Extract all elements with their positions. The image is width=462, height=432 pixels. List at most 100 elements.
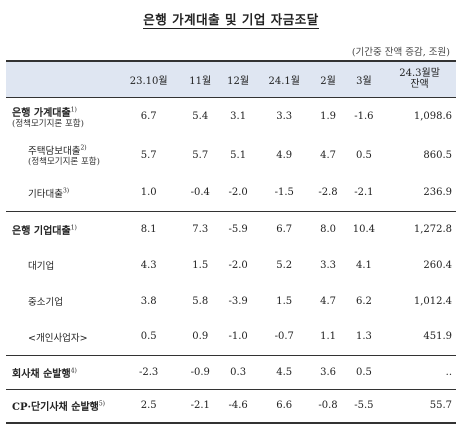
cell-balance: ..: [383, 355, 456, 390]
cell: 4.5: [257, 355, 312, 390]
cell: -2.3: [116, 355, 182, 390]
cell: -5.5: [344, 389, 384, 424]
table-row: 회사채 순발행4) -2.3 -0.9 0.3 4.5 3.6 0.5 ..: [6, 355, 456, 390]
table-row: 기타대출3) 1.0 -0.4 -2.0 -1.5 -2.8 -2.1 236.…: [6, 175, 456, 212]
cell: 4.7: [320, 149, 336, 161]
header-col-4: 24.1월: [257, 60, 312, 98]
row-label: 주택담보대출2) (정책모기지론 포함): [6, 135, 116, 175]
cell: -2.0: [228, 259, 248, 271]
cell: -0.8: [311, 389, 345, 424]
cell: 0.5: [355, 149, 372, 161]
cell: 8.1: [140, 223, 157, 235]
loan-table: 23.10월 11월 12월 24.1월 2월 3월 24.3월말 잔액 은행 …: [6, 60, 456, 424]
cell: 8.0: [320, 223, 336, 235]
cell: 0.9: [181, 319, 220, 356]
cell: 1.5: [192, 259, 209, 271]
table-row: 은행 가계대출1) (정책모기지론 포함) 6.7 5.4 3.1 3.3 1.…: [6, 97, 456, 135]
cell: 0.5: [116, 319, 182, 356]
row-label: 중소기업: [6, 283, 116, 319]
cell: 3.3: [276, 110, 293, 122]
cell-balance: 1,098.6: [413, 110, 452, 122]
header-col-1: 23.10월: [116, 60, 182, 98]
cell: 5.2: [276, 259, 293, 271]
row-label-text: 중소기업: [28, 297, 63, 308]
cell: 3.8: [140, 295, 157, 307]
table-row: 중소기업 3.8 5.8 -3.9 1.5 4.7 6.2 1,012.4: [6, 283, 456, 319]
cell: -2.0: [219, 175, 258, 212]
row-label: 은행 기업대출1): [6, 211, 116, 247]
cell: -1.0: [219, 319, 258, 356]
cell: 2.5: [116, 389, 182, 424]
cell: 10.4: [352, 223, 376, 235]
table-row: 은행 기업대출1) 8.1 7.3 -5.9 6.7 8.0 10.4 1,27…: [6, 211, 456, 247]
footnote-mark: 4): [70, 367, 77, 375]
row-label-text: <개인사업자>: [28, 332, 88, 344]
table-row: <개인사업자> 0.5 0.9 -1.0 -0.7 1.1 1.3 451.9: [6, 319, 456, 356]
header-balance-line2: 잔액: [410, 79, 429, 91]
row-label-text: 은행 기업대출: [12, 225, 71, 237]
cell: 1.9: [320, 110, 336, 122]
header-col-6: 3월: [344, 60, 384, 98]
table-row: 주택담보대출2) (정책모기지론 포함) 5.7 5.7 5.1 4.9 4.7…: [6, 135, 456, 175]
footnote-mark: 3): [62, 187, 70, 195]
page-title: 은행 가계대출 및 기업 자금조달: [0, 9, 462, 29]
cell: 4.9: [276, 149, 293, 161]
cell: -0.4: [181, 175, 220, 212]
cell: 1.0: [116, 175, 182, 212]
row-label: 은행 가계대출1) (정책모기지론 포함): [6, 97, 116, 135]
cell: 1.3: [344, 319, 384, 356]
page-title-text: 은행 가계대출 및 기업 자금조달: [143, 12, 319, 29]
cell: 0.3: [219, 355, 258, 390]
row-label-text: 은행 가계대출: [12, 107, 71, 119]
cell: 6.6: [257, 389, 312, 424]
cell: 6.7: [140, 110, 157, 122]
cell: 5.4: [192, 110, 209, 122]
unit-note: (기간중 잔액 증감, 조원): [351, 47, 450, 58]
cell-balance: 260.4: [423, 259, 452, 271]
cell: 3.3: [320, 259, 336, 271]
cell: -2.1: [181, 389, 220, 424]
cell: -1.5: [257, 175, 312, 212]
cell: -3.9: [228, 295, 248, 307]
cell: 7.3: [192, 223, 209, 235]
row-label-text: 기타대출: [28, 188, 63, 200]
cell-balance: 451.9: [383, 319, 456, 356]
row-label: 대기업: [6, 247, 116, 283]
cell: 5.1: [230, 149, 247, 161]
row-label: CP·단기사채 순발행5): [6, 389, 116, 424]
cell: 1.1: [311, 319, 345, 356]
cell: -0.9: [181, 355, 220, 390]
cell-balance: 55.7: [383, 389, 456, 424]
footnote-mark: 2): [80, 144, 87, 152]
row-label-text: 대기업: [28, 261, 55, 272]
header-col-3: 12월: [219, 60, 258, 98]
header-corner: [6, 60, 116, 98]
row-label: 기타대출3): [6, 175, 116, 212]
header-col-5: 2월: [311, 60, 345, 98]
cell: -5.9: [228, 223, 248, 235]
table-header-row: 23.10월 11월 12월 24.1월 2월 3월 24.3월말 잔액: [6, 60, 456, 98]
header-balance-line1: 24.3월말: [399, 68, 440, 80]
header-col-2: 11월: [181, 60, 220, 98]
cell: 6.7: [276, 223, 293, 235]
row-note: (정책모기지론 포함): [28, 157, 100, 167]
cell: 0.5: [344, 355, 384, 390]
cell-balance: 236.9: [383, 175, 456, 212]
cell: 3.6: [311, 355, 345, 390]
row-label-text: CP·단기사채 순발행: [12, 402, 99, 414]
cell: 5.7: [192, 149, 209, 161]
row-label: <개인사업자>: [6, 319, 116, 356]
cell: -2.8: [311, 175, 345, 212]
footnote-mark: 5): [98, 400, 106, 408]
header-col-balance: 24.3월말 잔액: [383, 60, 456, 98]
cell: -1.6: [354, 110, 374, 122]
cell-balance: 1,012.4: [413, 295, 452, 307]
cell: -4.6: [219, 389, 258, 424]
cell: -0.7: [257, 319, 312, 356]
row-label: 회사채 순발행4): [6, 355, 116, 390]
cell: -2.1: [344, 175, 384, 212]
cell-balance: 860.5: [423, 149, 452, 161]
cell: 4.3: [140, 259, 157, 271]
footnote-mark: 1): [70, 224, 77, 232]
row-note: (정책모기지론 포함): [12, 118, 84, 129]
